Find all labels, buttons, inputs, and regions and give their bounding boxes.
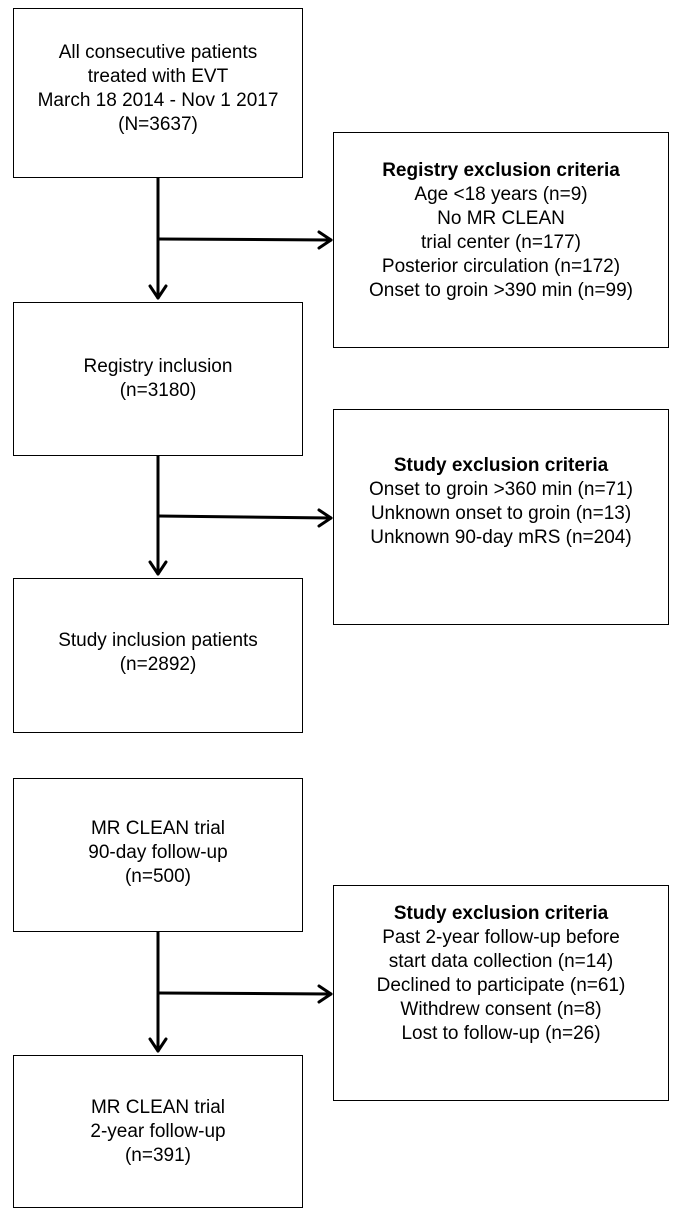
box-line: (n=500) — [124, 866, 192, 887]
box-line: MR CLEAN trial — [90, 1097, 226, 1118]
box-title: Study exclusion criteria — [393, 903, 609, 924]
box-line: March 18 2014 - Nov 1 2017 — [37, 90, 279, 111]
registry-inclusion-box: Registry inclusion (n=3180) — [13, 302, 303, 456]
horizontal-connector-2 — [156, 514, 333, 520]
arrowhead-right-1 — [317, 230, 333, 250]
box-line: (N=3637) — [118, 114, 198, 135]
box-line: Posterior circulation (n=172) — [381, 256, 621, 277]
box-title: Registry exclusion criteria — [382, 160, 620, 181]
all-patients-box: All consecutive patients treated with EV… — [13, 8, 303, 178]
study-exclusion-box-2: Study exclusion criteria Past 2-year fol… — [333, 885, 669, 1101]
horizontal-connector-1 — [156, 237, 333, 242]
arrowhead-down-2 — [148, 560, 168, 576]
box-line: treated with EVT — [87, 66, 229, 87]
box-line: 2-year follow-up — [90, 1121, 226, 1142]
box-line: Registry inclusion — [83, 356, 233, 377]
box-line: 90-day follow-up — [88, 842, 228, 863]
box-line: Declined to participate (n=61) — [376, 975, 626, 996]
study-inclusion-box: Study inclusion patients (n=2892) — [13, 578, 303, 733]
box-line: Unknown 90-day mRS (n=204) — [370, 527, 632, 548]
box-line: Study inclusion patients — [58, 630, 258, 651]
box-line: Lost to follow-up (n=26) — [401, 1023, 601, 1044]
box-line: Past 2-year follow-up before — [382, 927, 620, 948]
registry-exclusion-box: Registry exclusion criteria Age <18 year… — [333, 132, 669, 348]
study-exclusion-box-1: Study exclusion criteria Onset to groin … — [333, 409, 669, 625]
trial-90day-box: MR CLEAN trial 90-day follow-up (n=500) — [13, 778, 303, 932]
box-line: (n=2892) — [119, 654, 197, 675]
box-line: (n=3180) — [119, 380, 197, 401]
box-line: Unknown onset to groin (n=13) — [370, 503, 632, 524]
box-title: Study exclusion criteria — [393, 455, 609, 476]
box-line: Onset to groin >390 min (n=99) — [368, 280, 634, 301]
box-line: Age <18 years (n=9) — [414, 184, 588, 205]
arrowhead-right-2 — [317, 508, 333, 528]
trial-2year-box: MR CLEAN trial 2-year follow-up (n=391) — [13, 1055, 303, 1208]
arrowhead-right-3 — [317, 984, 333, 1004]
box-line: trial center (n=177) — [421, 232, 581, 253]
horizontal-connector-3 — [156, 991, 333, 996]
arrowhead-down-1 — [148, 284, 168, 300]
box-line: (n=391) — [124, 1145, 192, 1166]
box-line: No MR CLEAN — [437, 208, 565, 229]
box-line: Withdrew consent (n=8) — [400, 999, 602, 1020]
box-line: Onset to groin >360 min (n=71) — [368, 479, 634, 500]
box-line: All consecutive patients — [58, 42, 258, 63]
box-line: start data collection (n=14) — [388, 951, 614, 972]
arrowhead-down-3 — [148, 1037, 168, 1053]
box-line: MR CLEAN trial — [90, 818, 226, 839]
